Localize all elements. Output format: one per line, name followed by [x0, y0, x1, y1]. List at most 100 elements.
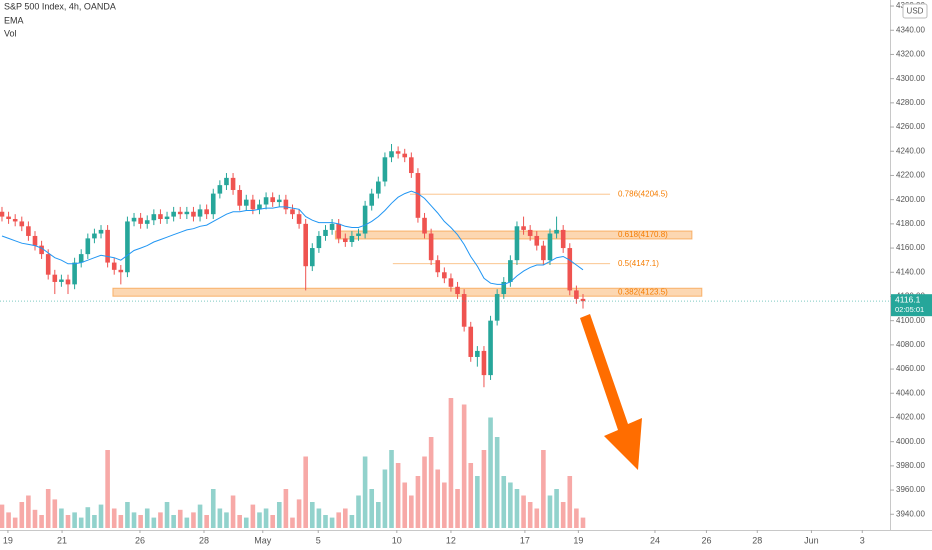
volume-bar [78, 517, 84, 528]
last-price-box [891, 294, 932, 317]
candle-body [514, 226, 520, 261]
volume-bar [85, 507, 91, 528]
y-tick-label: 4260.00 [896, 122, 925, 131]
candle-body [481, 350, 487, 376]
candle-body [442, 272, 447, 279]
candle-body [389, 151, 394, 158]
volume-bar [521, 495, 526, 528]
y-tick-label: 3980.00 [896, 461, 925, 470]
candle-body [428, 233, 434, 261]
candle-body [224, 177, 229, 186]
candle-body [217, 185, 223, 194]
candle-body [560, 229, 566, 249]
candle-body [376, 181, 381, 194]
candle-body [158, 214, 163, 220]
candle-body [435, 260, 441, 273]
volume-bar [376, 502, 381, 528]
volume-bar [382, 469, 388, 528]
volume-bar [243, 517, 249, 528]
volume-bar [455, 489, 460, 528]
candle-body [494, 294, 500, 321]
candle-body [250, 199, 256, 210]
y-tick-label: 4020.00 [896, 413, 925, 422]
fib-label: 0.5(4147.1) [618, 259, 659, 268]
volume-bar [270, 515, 275, 528]
volume-bar [105, 450, 110, 528]
currency-box[interactable] [902, 3, 928, 19]
x-tick-label: May [254, 535, 272, 545]
y-tick-label: 4300.00 [896, 74, 925, 83]
candle-body [19, 221, 25, 227]
volume-bar [554, 489, 559, 528]
x-tick-label: 28 [752, 535, 762, 545]
y-tick-label: 4060.00 [896, 364, 925, 373]
candle-body [92, 233, 97, 239]
x-tick-label: 28 [199, 535, 209, 545]
ema-layer [1, 190, 584, 285]
candle-body [257, 204, 262, 210]
candle-body [111, 262, 117, 270]
candle-body [283, 199, 289, 210]
candle-body [455, 286, 460, 295]
volume-bar [389, 450, 394, 528]
candle-layer [0, 143, 586, 388]
candle-body [415, 173, 421, 218]
x-tick-label: 19 [573, 535, 583, 545]
x-tick-label: 12 [446, 535, 456, 545]
currency-label[interactable]: USD [907, 7, 924, 16]
candle-body [475, 350, 480, 357]
y-tick-label: 4320.00 [896, 50, 925, 59]
candle-body [243, 199, 249, 206]
volume-bar [158, 512, 163, 528]
volume-bar [191, 512, 196, 528]
candle-body [290, 209, 295, 215]
candle-body [448, 278, 454, 287]
volume-bar [296, 499, 302, 528]
candle-body [184, 211, 190, 215]
x-tick-label: 3 [860, 535, 865, 545]
candle-body [574, 290, 579, 299]
volume-bar [468, 463, 474, 528]
volume-bar [111, 508, 117, 528]
volume-bar [283, 489, 289, 528]
x-tick-label: 21 [57, 535, 67, 545]
volume-bar [59, 508, 64, 528]
volume-bar [184, 517, 190, 528]
volume-bar [309, 502, 315, 528]
y-tick-label: 3960.00 [896, 485, 925, 494]
candle-body [12, 219, 18, 222]
volume-bar [323, 515, 328, 528]
candle-body [541, 245, 546, 261]
candle-body [461, 294, 467, 327]
candle-body [527, 229, 533, 236]
volume-bar [435, 469, 441, 528]
volume-bar [527, 502, 533, 528]
candle-body [309, 248, 315, 267]
volume-bar [574, 508, 579, 528]
volume-bar [290, 517, 295, 528]
volume-bar [343, 508, 348, 528]
volume-bar [303, 456, 308, 528]
volume-bar [210, 489, 216, 528]
volume-bar [369, 489, 375, 528]
x-tick-label: 24 [650, 535, 660, 545]
candle-body [210, 193, 216, 215]
x-tick-label: 10 [392, 535, 402, 545]
volume-bar [26, 495, 31, 528]
volume-bar [32, 509, 38, 528]
candle-body [144, 220, 150, 224]
fib-label: 0.618(4170.8) [618, 230, 668, 239]
candle-body [164, 216, 170, 220]
volume-bar [118, 515, 124, 528]
volume-bar [442, 482, 447, 528]
volume-bar [257, 512, 262, 528]
volume-bar [230, 495, 236, 528]
volume-bar [402, 482, 408, 528]
volume-bar [171, 515, 176, 528]
volume-bar [263, 508, 269, 528]
volume-bar [514, 489, 520, 528]
x-tick-label: Jun [804, 535, 819, 545]
candle-body [521, 226, 526, 230]
candle-body [39, 245, 44, 255]
